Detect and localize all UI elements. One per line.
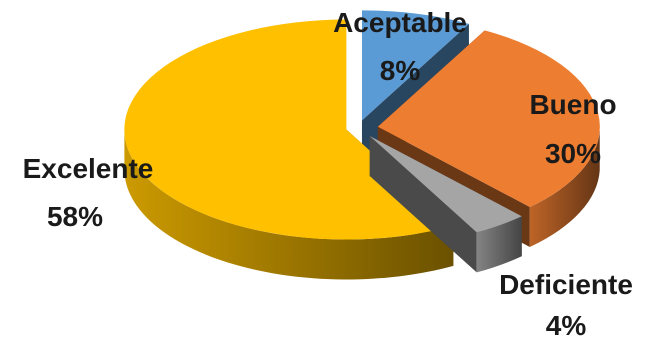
label-excelente-percent: 58% [47,201,103,232]
slice-side-deficiente [476,216,522,273]
slice-deficiente [369,136,522,273]
slice-top-bueno [377,30,600,207]
label-bueno-category: Bueno [529,89,616,120]
label-aceptable-category: Aceptable [333,7,467,38]
slice-top-deficiente [369,136,522,233]
slice-side-excelente [124,130,454,280]
pie-slices [124,10,600,280]
slice-top-aceptable [361,10,469,121]
label-deficiente-category: Deficiente [499,269,633,300]
pie-labels: Aceptable 8% Bueno 30% Deficiente 4% Excelente… [23,7,633,341]
label-bueno-percent: 30% [545,138,601,169]
slice-top-excelente [124,19,454,240]
label-deficiente-percent: 4% [546,310,587,341]
label-aceptable-percent: 8% [380,55,421,86]
slice-wall-deficiente-1 [369,136,477,273]
slice-side-bueno [529,130,600,247]
label-excelente-category: Excelente [23,153,154,184]
